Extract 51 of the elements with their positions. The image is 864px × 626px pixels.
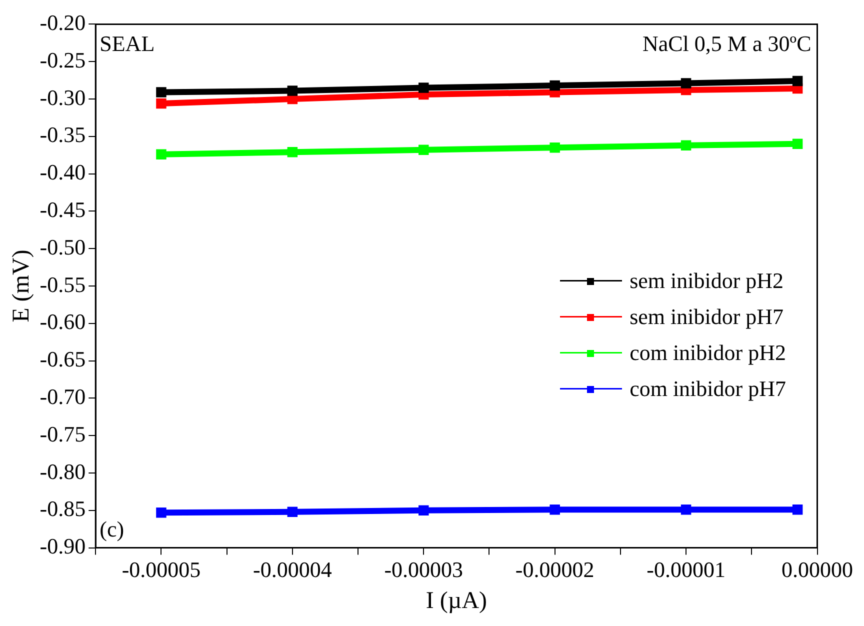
point bbox=[680, 504, 692, 515]
x-tick-label: 0.00000 bbox=[782, 556, 853, 582]
y-tick-label: -0.65 bbox=[40, 346, 86, 372]
y-tick-label: -0.80 bbox=[40, 458, 86, 484]
y-tick-label: -0.55 bbox=[40, 272, 86, 297]
x-tick-label: -0.00005 bbox=[122, 556, 201, 582]
point bbox=[287, 86, 298, 96]
point bbox=[792, 83, 803, 94]
x-tick-label: -0.00004 bbox=[253, 556, 332, 582]
point bbox=[550, 504, 560, 515]
annotation: NaCl 0,5 M a 30ºC bbox=[642, 30, 812, 56]
y-tick-label: -0.45 bbox=[40, 196, 86, 222]
point bbox=[792, 76, 803, 86]
x-tick-label: -0.00001 bbox=[646, 556, 726, 582]
legend-label: sem inibidor pH2 bbox=[630, 267, 784, 295]
point bbox=[287, 146, 298, 158]
point bbox=[418, 505, 429, 516]
point bbox=[156, 87, 166, 98]
y-tick-label: -0.90 bbox=[40, 534, 86, 559]
point bbox=[287, 94, 298, 104]
legend-label: com inibidor pH7 bbox=[630, 375, 786, 403]
point bbox=[792, 504, 803, 515]
point bbox=[418, 144, 429, 155]
y-tick-label: -0.40 bbox=[40, 160, 86, 185]
y-tick-label: -0.25 bbox=[40, 47, 86, 72]
legend-label: com inibidor pH2 bbox=[630, 339, 786, 367]
legend-label: sem inibidor pH7 bbox=[630, 303, 784, 331]
point bbox=[287, 506, 298, 518]
point bbox=[550, 142, 560, 153]
y-tick-label: -0.20 bbox=[40, 10, 86, 35]
y-axis-title: E (mV) bbox=[8, 250, 35, 322]
y-tick-label: -0.70 bbox=[40, 384, 86, 409]
x-axis-title: I (µA) bbox=[426, 588, 488, 614]
point bbox=[550, 80, 560, 91]
point bbox=[156, 508, 166, 518]
point bbox=[680, 140, 692, 150]
annotation: (c) bbox=[100, 516, 124, 542]
y-tick-label: -0.35 bbox=[40, 122, 86, 148]
y-tick-label: -0.75 bbox=[40, 421, 86, 446]
x-tick-label: -0.00003 bbox=[384, 556, 464, 582]
x-tick-label: -0.00002 bbox=[515, 556, 594, 582]
point bbox=[418, 82, 429, 93]
y-tick-label: -0.30 bbox=[40, 84, 86, 110]
point bbox=[156, 149, 166, 160]
point bbox=[156, 98, 166, 109]
y-tick-label: -0.50 bbox=[40, 234, 86, 260]
y-tick-label: -0.85 bbox=[40, 496, 86, 522]
y-tick-label: -0.60 bbox=[40, 309, 86, 334]
point bbox=[680, 78, 692, 88]
point bbox=[792, 138, 803, 149]
annotation: SEAL bbox=[100, 30, 155, 56]
